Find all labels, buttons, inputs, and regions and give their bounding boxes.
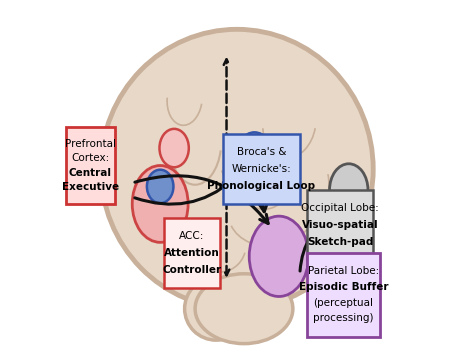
Text: ACC:: ACC:: [179, 231, 204, 241]
Text: Parietal Lobe:: Parietal Lobe:: [308, 266, 379, 276]
Text: Wernicke's:: Wernicke's:: [232, 164, 292, 174]
Ellipse shape: [329, 164, 368, 216]
FancyBboxPatch shape: [307, 190, 373, 260]
Text: Executive: Executive: [62, 182, 119, 192]
Ellipse shape: [235, 132, 273, 185]
Ellipse shape: [147, 170, 173, 203]
Text: Visuo-spatial: Visuo-spatial: [302, 220, 378, 230]
Text: processing): processing): [313, 314, 374, 323]
FancyBboxPatch shape: [223, 134, 300, 204]
Text: (perceptual: (perceptual: [313, 298, 374, 308]
Ellipse shape: [249, 216, 309, 296]
FancyBboxPatch shape: [66, 127, 115, 204]
Text: Attention: Attention: [164, 248, 219, 258]
Text: Phonological Loop: Phonological Loop: [208, 181, 316, 191]
Text: Broca's &: Broca's &: [237, 147, 286, 157]
Text: Cortex:: Cortex:: [71, 153, 109, 163]
Text: Occipital Lobe:: Occipital Lobe:: [301, 203, 379, 213]
Text: Central: Central: [69, 168, 112, 178]
Text: Controller: Controller: [162, 265, 221, 275]
Ellipse shape: [132, 165, 188, 243]
Ellipse shape: [184, 277, 247, 340]
FancyBboxPatch shape: [164, 218, 219, 288]
Ellipse shape: [195, 274, 293, 344]
Text: Episodic Buffer: Episodic Buffer: [299, 282, 388, 292]
Ellipse shape: [159, 129, 189, 167]
FancyBboxPatch shape: [307, 253, 380, 337]
Text: Prefrontal: Prefrontal: [65, 139, 116, 149]
Ellipse shape: [101, 29, 373, 309]
Text: Sketch-pad: Sketch-pad: [307, 237, 373, 247]
